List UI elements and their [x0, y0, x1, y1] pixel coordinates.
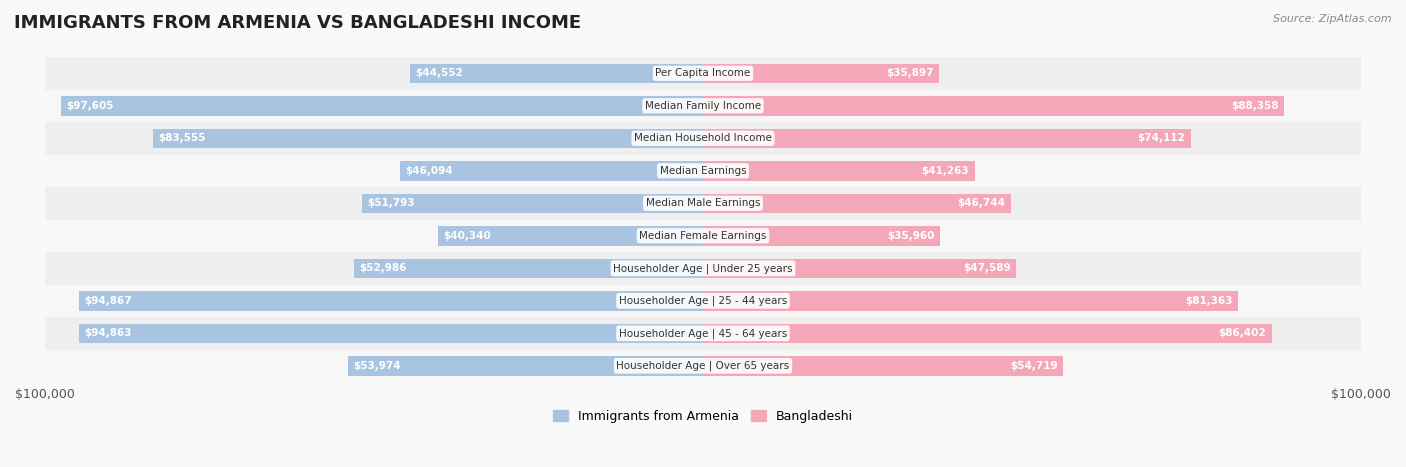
Text: $94,863: $94,863	[84, 328, 132, 338]
Text: $46,744: $46,744	[957, 198, 1005, 208]
Text: $53,974: $53,974	[353, 361, 401, 371]
Text: $97,605: $97,605	[66, 101, 114, 111]
Text: Median Female Earnings: Median Female Earnings	[640, 231, 766, 241]
Text: $51,793: $51,793	[367, 198, 415, 208]
Text: $40,340: $40,340	[443, 231, 491, 241]
Bar	[399, 161, 703, 181]
Bar	[347, 356, 703, 375]
Text: Per Capita Income: Per Capita Income	[655, 68, 751, 78]
Bar	[45, 349, 1361, 382]
Bar	[45, 317, 1361, 349]
Text: $35,960: $35,960	[887, 231, 935, 241]
Bar	[409, 64, 703, 83]
Text: $46,094: $46,094	[405, 166, 453, 176]
Text: Median Household Income: Median Household Income	[634, 133, 772, 143]
Bar	[45, 122, 1361, 155]
Text: Median Male Earnings: Median Male Earnings	[645, 198, 761, 208]
Text: $47,589: $47,589	[963, 263, 1011, 273]
Bar	[79, 291, 703, 311]
Text: $83,555: $83,555	[159, 133, 205, 143]
Legend: Immigrants from Armenia, Bangladeshi: Immigrants from Armenia, Bangladeshi	[548, 405, 858, 428]
Bar	[363, 193, 703, 213]
Bar	[153, 128, 703, 148]
Text: Median Earnings: Median Earnings	[659, 166, 747, 176]
Text: Householder Age | 25 - 44 years: Householder Age | 25 - 44 years	[619, 296, 787, 306]
Text: IMMIGRANTS FROM ARMENIA VS BANGLADESHI INCOME: IMMIGRANTS FROM ARMENIA VS BANGLADESHI I…	[14, 14, 581, 32]
Text: Householder Age | Over 65 years: Householder Age | Over 65 years	[616, 361, 790, 371]
Text: Source: ZipAtlas.com: Source: ZipAtlas.com	[1274, 14, 1392, 24]
Text: $35,897: $35,897	[886, 68, 934, 78]
Bar	[703, 96, 1285, 115]
Text: $52,986: $52,986	[360, 263, 406, 273]
Text: Median Family Income: Median Family Income	[645, 101, 761, 111]
Bar	[703, 356, 1063, 375]
Text: $74,112: $74,112	[1137, 133, 1185, 143]
Bar	[703, 226, 939, 246]
Bar	[45, 219, 1361, 252]
Text: $44,552: $44,552	[415, 68, 463, 78]
Bar	[45, 155, 1361, 187]
Bar	[45, 252, 1361, 284]
Bar	[703, 193, 1011, 213]
Bar	[703, 64, 939, 83]
Text: $81,363: $81,363	[1185, 296, 1233, 306]
Bar	[60, 96, 703, 115]
Bar	[703, 324, 1271, 343]
Bar	[45, 57, 1361, 90]
Bar	[703, 259, 1017, 278]
Bar	[45, 284, 1361, 317]
Bar	[45, 187, 1361, 219]
Bar	[45, 90, 1361, 122]
Bar	[703, 291, 1239, 311]
Text: $94,867: $94,867	[84, 296, 132, 306]
Text: $86,402: $86,402	[1219, 328, 1267, 338]
Text: Householder Age | 45 - 64 years: Householder Age | 45 - 64 years	[619, 328, 787, 339]
Text: Householder Age | Under 25 years: Householder Age | Under 25 years	[613, 263, 793, 274]
Text: $54,719: $54,719	[1010, 361, 1057, 371]
Bar	[79, 324, 703, 343]
Bar	[354, 259, 703, 278]
Bar	[437, 226, 703, 246]
Bar	[703, 128, 1191, 148]
Text: $88,358: $88,358	[1232, 101, 1279, 111]
Bar	[703, 161, 974, 181]
Text: $41,263: $41,263	[922, 166, 969, 176]
